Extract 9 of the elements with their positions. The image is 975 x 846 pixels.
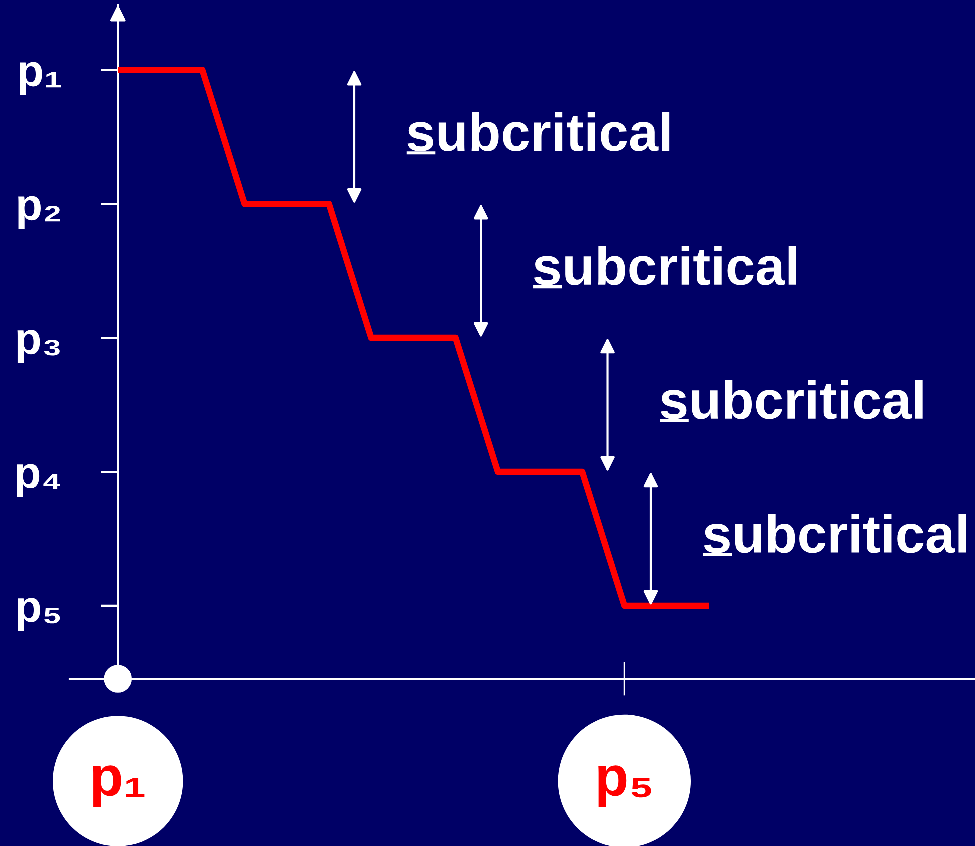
annotation: subcritical (704, 514, 966, 554)
text: p₁ (20, 62, 62, 96)
text: p₄ (17, 464, 60, 498)
text: p₅ (18, 598, 60, 632)
annotation: subcritical (534, 246, 796, 286)
text: p₃ (18, 330, 60, 364)
annotation: subcritical (661, 380, 923, 420)
annotation: subcritical (408, 112, 670, 152)
text: p₂ (18, 196, 60, 230)
